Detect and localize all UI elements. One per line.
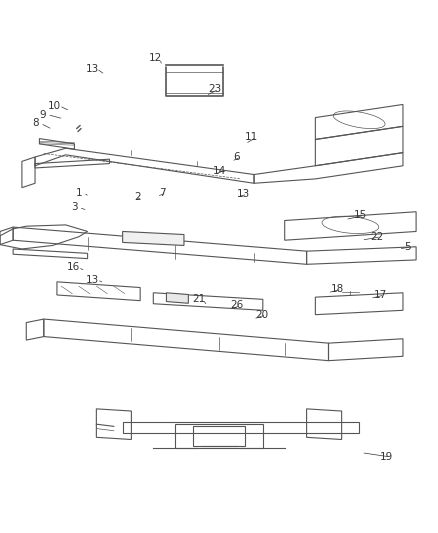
Text: 21: 21 — [192, 294, 205, 304]
Text: 7: 7 — [159, 188, 166, 198]
Polygon shape — [166, 293, 188, 303]
Text: 26: 26 — [230, 300, 243, 310]
Text: 18: 18 — [331, 284, 344, 294]
Text: 13: 13 — [85, 63, 99, 74]
Text: 8: 8 — [32, 118, 39, 128]
Text: 17: 17 — [374, 290, 387, 300]
Text: 12: 12 — [149, 53, 162, 63]
Text: 2: 2 — [134, 192, 141, 203]
Text: 3: 3 — [71, 203, 78, 212]
Text: 19: 19 — [380, 452, 393, 462]
Text: 13: 13 — [86, 274, 99, 285]
Text: 16: 16 — [67, 262, 80, 272]
Text: 15: 15 — [353, 210, 367, 220]
Text: 14: 14 — [212, 166, 226, 176]
Text: 9: 9 — [39, 109, 46, 119]
Text: 13: 13 — [237, 189, 250, 199]
Text: 6: 6 — [233, 152, 240, 162]
Text: 5: 5 — [404, 242, 411, 252]
Text: 10: 10 — [48, 101, 61, 111]
Text: 1: 1 — [75, 188, 82, 198]
Text: 11: 11 — [245, 132, 258, 142]
Text: 22: 22 — [370, 232, 383, 242]
Text: 23: 23 — [208, 84, 221, 94]
Polygon shape — [123, 231, 184, 246]
Text: 20: 20 — [255, 310, 268, 320]
